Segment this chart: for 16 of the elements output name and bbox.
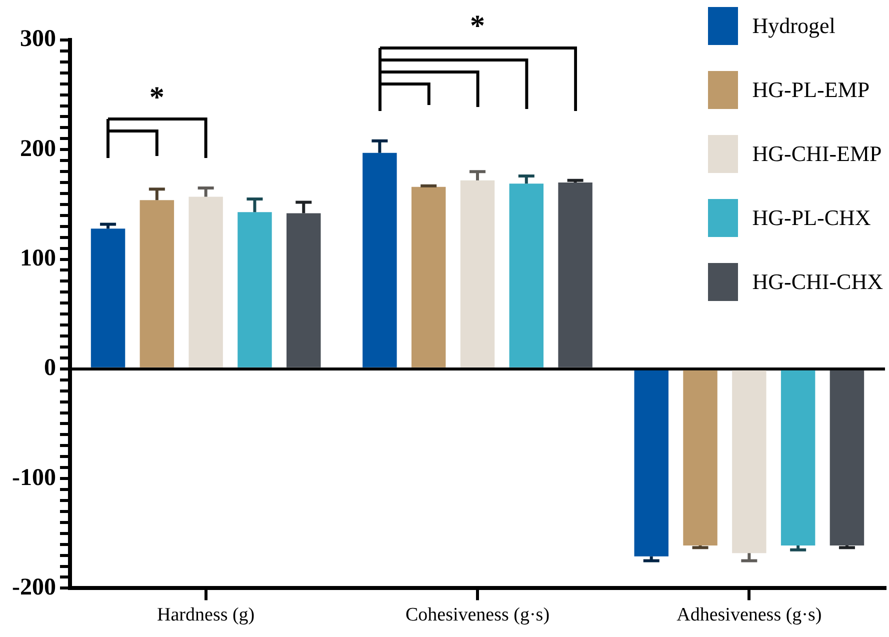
legend-label: Hydrogel [752,13,836,39]
annotation: * [149,80,164,114]
x-tick-label: Cohesiveness (g·s) [405,604,550,626]
y-tick-label: 100 [20,245,56,272]
x-tick-label: Hardness (g) [157,604,255,626]
annotation: * [470,10,485,43]
legend-label: HG-CHI-EMP [752,141,882,167]
x-tick-label: Adhesiveness (g·s) [676,604,822,626]
y-tick-label: -100 [12,464,56,491]
legend-label: HG-PL-EMP [752,77,870,103]
legend-label: HG-CHI-CHX [752,269,883,295]
y-tick-label: 200 [20,136,56,162]
legend-label: HG-PL-CHX [752,205,871,231]
y-tick-label: 0 [44,355,56,382]
y-tick-label: 300 [20,26,56,52]
y-tick-label: -200 [12,574,56,600]
